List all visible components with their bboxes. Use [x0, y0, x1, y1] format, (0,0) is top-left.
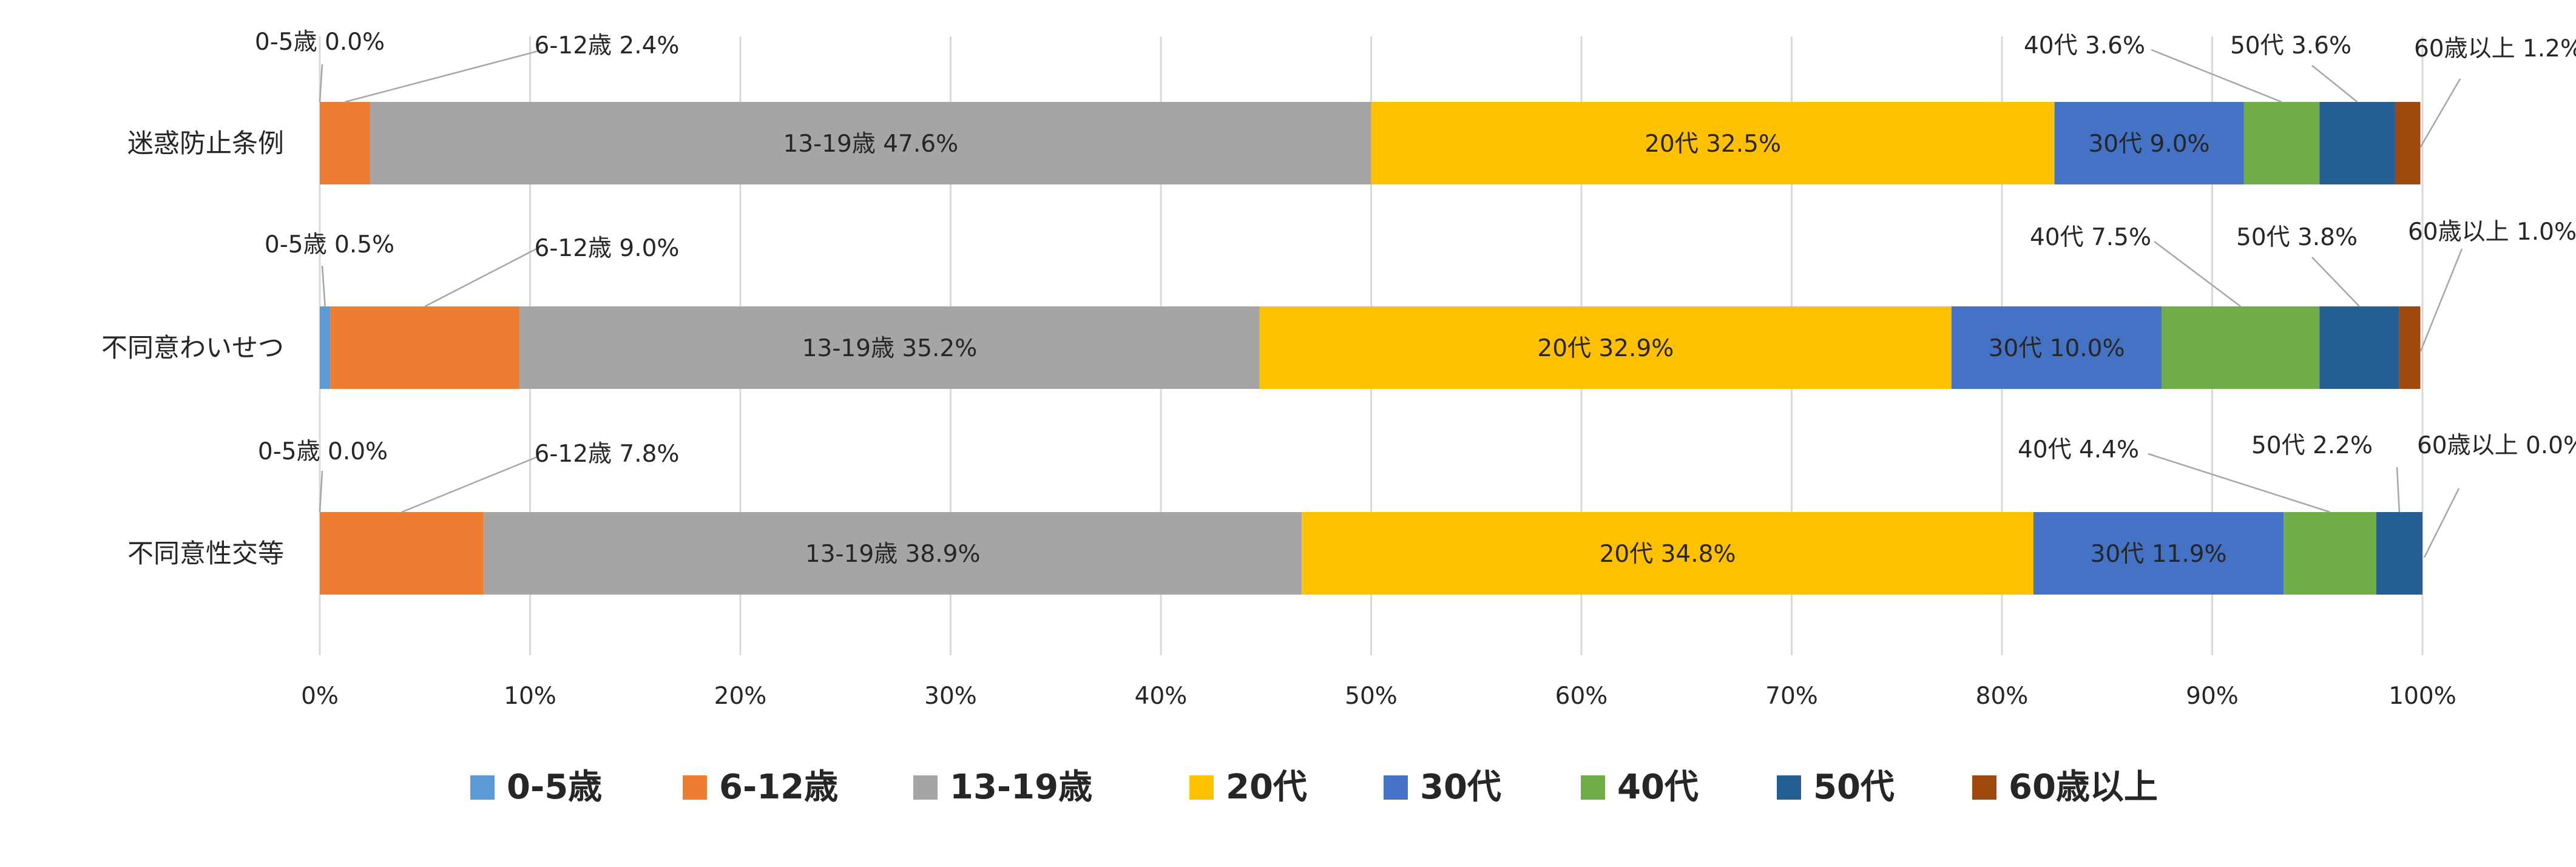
leader-line: [319, 64, 323, 103]
legend-swatch: [913, 775, 938, 800]
legend-swatch: [683, 775, 707, 800]
bar-segment: [2162, 306, 2320, 389]
bar-segment: [2243, 102, 2320, 184]
label-layer: 0-5歳 0.0% 6-12歳 2.4% 13-19歳 47.6% 20代 32.5%…: [255, 29, 2576, 568]
legend-layer: 0-5歳 6-12歳 13-19歳 20代 30代 40代 50代 60歳以上: [470, 767, 2158, 807]
leader-line: [2154, 241, 2242, 307]
x-tick-label: 10%: [504, 683, 556, 710]
data-label: 30代 10.0%: [1989, 335, 2125, 362]
leader-line: [345, 49, 544, 103]
legend-swatch: [1384, 775, 1408, 800]
x-tick-label: 90%: [2186, 683, 2239, 710]
bar-segment: [2395, 102, 2421, 184]
legend-label: 30代: [1420, 767, 1501, 807]
legend-swatch: [1777, 775, 1801, 800]
data-label: 20代 32.5%: [1645, 130, 1781, 158]
bar-segment: [2033, 512, 2284, 595]
data-label: 6-12歳 2.4%: [535, 32, 680, 59]
data-label: 40代 4.4%: [2018, 436, 2139, 464]
data-label: 30代 11.9%: [2091, 541, 2227, 568]
legend-label: 6-12歳: [719, 767, 838, 807]
bar-segment: [2054, 102, 2244, 184]
bar-segment: [320, 306, 331, 389]
bar-segment: [1951, 306, 2162, 389]
data-label: 13-19歳 35.2%: [802, 335, 978, 362]
data-label: 50代 2.2%: [2251, 432, 2373, 459]
data-label: 0-5歳 0.5%: [265, 231, 394, 258]
data-label: 50代 3.8%: [2236, 224, 2358, 251]
bar-segment: [484, 512, 1302, 595]
leader-line: [2151, 49, 2282, 103]
leader-layer: [319, 49, 2463, 558]
bar-segment: [320, 102, 371, 184]
category-label: 不同意わいせつ: [101, 333, 284, 363]
leader-line: [319, 470, 323, 513]
data-label: 20代 32.9%: [1537, 335, 1674, 362]
data-label: 60歳以上 1.2%: [2414, 35, 2576, 62]
data-label: 13-19歳 47.6%: [783, 130, 959, 158]
bar-segment: [2376, 512, 2422, 595]
data-label: 0-5歳 0.0%: [255, 29, 385, 56]
bar-segment: [2319, 306, 2399, 389]
x-tick-label: 30%: [924, 683, 977, 710]
x-tick-label: 60%: [1555, 683, 1608, 710]
x-tick-label: 50%: [1345, 683, 1398, 710]
x-tick-label: 40%: [1135, 683, 1188, 710]
leader-line: [2419, 78, 2461, 148]
leader-line: [424, 246, 539, 308]
leader-line: [2148, 453, 2330, 513]
bar-segment: [1371, 102, 2055, 184]
legend-label: 0-5歳: [507, 767, 602, 807]
legend-label: 40代: [1617, 767, 1699, 807]
x-tick-label: 20%: [714, 683, 767, 710]
leader-line: [401, 455, 539, 513]
bar-segment: [1259, 306, 1952, 389]
legend-swatch: [1581, 775, 1605, 800]
data-label: 6-12歳 7.8%: [535, 440, 680, 468]
x-tick-label: 100%: [2388, 683, 2456, 710]
data-label: 0-5歳 0.0%: [258, 438, 388, 465]
bar-segment: [2284, 512, 2376, 595]
bar-segment: [1302, 512, 2033, 595]
leader-line: [2423, 488, 2460, 558]
x-tick-label: 80%: [1976, 683, 2029, 710]
bar-segment: [2319, 102, 2395, 184]
data-label: 20代 34.8%: [1600, 541, 1736, 568]
legend-label: 13-19歳: [950, 767, 1092, 807]
legend-swatch: [470, 775, 495, 800]
x-tick-label: 70%: [1765, 683, 1818, 710]
legend-label: 60歳以上: [2009, 767, 2158, 807]
legend-swatch: [1972, 775, 1996, 800]
leader-line: [321, 265, 326, 307]
bar-segment: [330, 306, 520, 389]
bar-layer: [320, 102, 2422, 595]
legend-label: 50代: [1813, 767, 1895, 807]
bar-segment: [370, 102, 1371, 184]
legend-label: 20代: [1226, 767, 1307, 807]
category-label: 迷惑防止条例: [127, 129, 284, 159]
data-label: 6-12歳 9.0%: [535, 235, 680, 262]
data-label: 30代 9.0%: [2088, 130, 2209, 158]
leader-line: [2396, 467, 2401, 513]
data-label: 13-19歳 38.9%: [805, 541, 981, 568]
x-tick-label: 0%: [301, 683, 339, 710]
axis-layer: 0% 10% 20% 30% 40% 50% 60% 70% 80% 90% 100%迷惑防止条例不…: [101, 129, 2456, 710]
bar-segment: [320, 512, 484, 595]
data-label: 60歳以上 1.0%: [2408, 218, 2576, 246]
data-label: 60歳以上 0.0%: [2417, 432, 2576, 459]
category-label: 不同意性交等: [127, 539, 284, 569]
data-label: 40代 7.5%: [2030, 224, 2151, 251]
data-label: 50代 3.6%: [2230, 32, 2351, 59]
legend-swatch: [1189, 775, 1214, 800]
leader-line: [2311, 65, 2358, 103]
bar-segment: [2399, 306, 2421, 389]
data-label: 40代 3.6%: [2024, 32, 2145, 59]
leader-line: [2311, 257, 2360, 307]
bar-segment: [519, 306, 1260, 389]
leader-line: [2419, 248, 2463, 353]
